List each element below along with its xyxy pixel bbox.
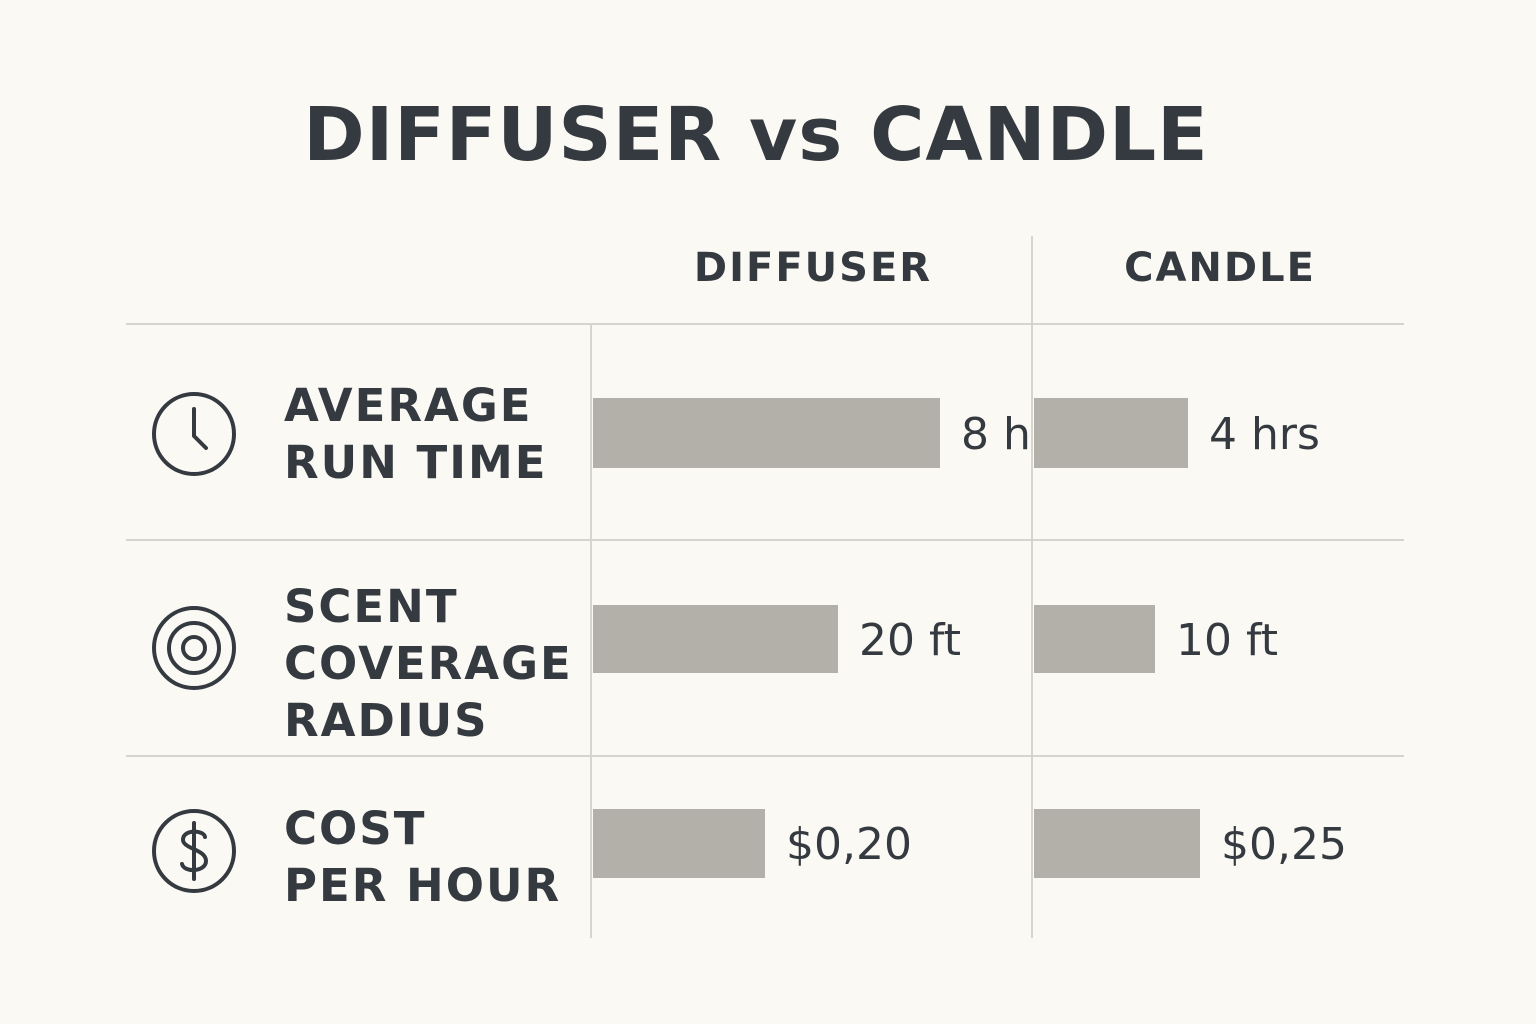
bar-cost-candle — [1034, 809, 1200, 878]
metric-label-line: PER HOUR — [284, 859, 562, 912]
clock-icon — [152, 392, 236, 476]
bar-coverage-candle — [1034, 605, 1155, 673]
bar-run-time-diffuser — [593, 398, 940, 468]
chart-title: DIFFUSER vs CANDLE — [303, 92, 1209, 178]
target-icon — [152, 606, 236, 690]
value-cost-diffuser: $0,20 — [786, 819, 912, 870]
metric-label-line: AVERAGE — [284, 379, 533, 432]
metric-label-line: RADIUS — [284, 694, 489, 747]
metric-label-cost: COST PER HOUR — [284, 800, 584, 914]
grid-line-row-1 — [126, 539, 1404, 541]
metric-label-line: COVERAGE — [284, 637, 573, 690]
grid-line-column-divider — [1031, 236, 1033, 938]
metric-label-line: COST — [284, 802, 427, 855]
value-cost-candle: $0,25 — [1221, 819, 1347, 870]
grid-line-row-2 — [126, 755, 1404, 757]
grid-line-metric-divider — [590, 325, 592, 938]
metric-label-coverage: SCENT COVERAGE RADIUS — [284, 578, 584, 749]
value-run-time-candle: 4 hrs — [1209, 409, 1320, 460]
metric-label-line: SCENT — [284, 580, 459, 633]
bar-coverage-diffuser — [593, 605, 838, 673]
bar-cost-diffuser — [593, 809, 765, 878]
bar-run-time-candle — [1034, 398, 1188, 468]
column-header-diffuser: DIFFUSER — [693, 245, 933, 291]
value-coverage-diffuser: 20 ft — [859, 615, 961, 666]
column-header-candle: CANDLE — [1124, 245, 1316, 291]
metric-label-run-time: AVERAGE RUN TIME — [284, 377, 584, 491]
dollar-icon — [152, 809, 236, 893]
value-coverage-candle: 10 ft — [1176, 615, 1278, 666]
grid-line-header — [126, 323, 1404, 325]
metric-label-line: RUN TIME — [284, 436, 548, 489]
